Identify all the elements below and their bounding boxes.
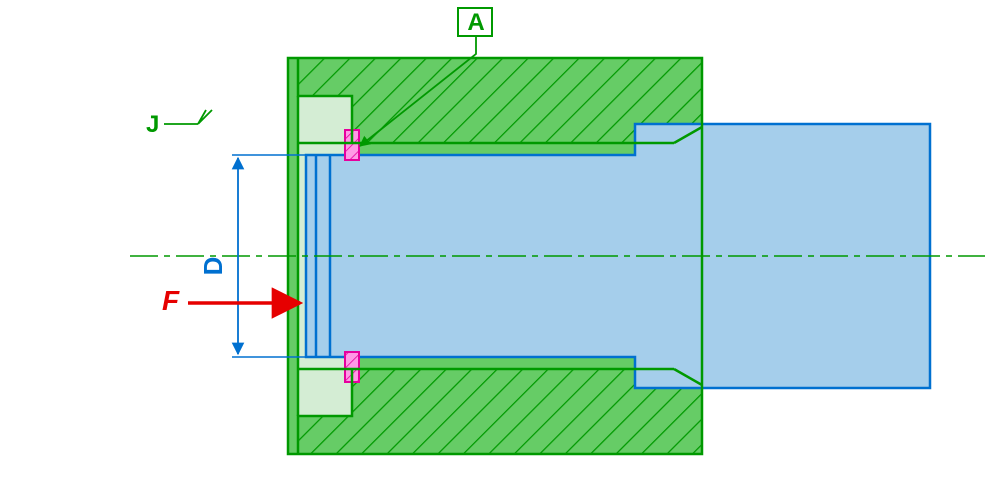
label-j: J — [146, 111, 159, 138]
section-drawing: D J A F — [130, 8, 985, 454]
label-a: A — [467, 9, 484, 36]
label-f: F — [162, 285, 180, 316]
label-d: D — [198, 257, 228, 276]
